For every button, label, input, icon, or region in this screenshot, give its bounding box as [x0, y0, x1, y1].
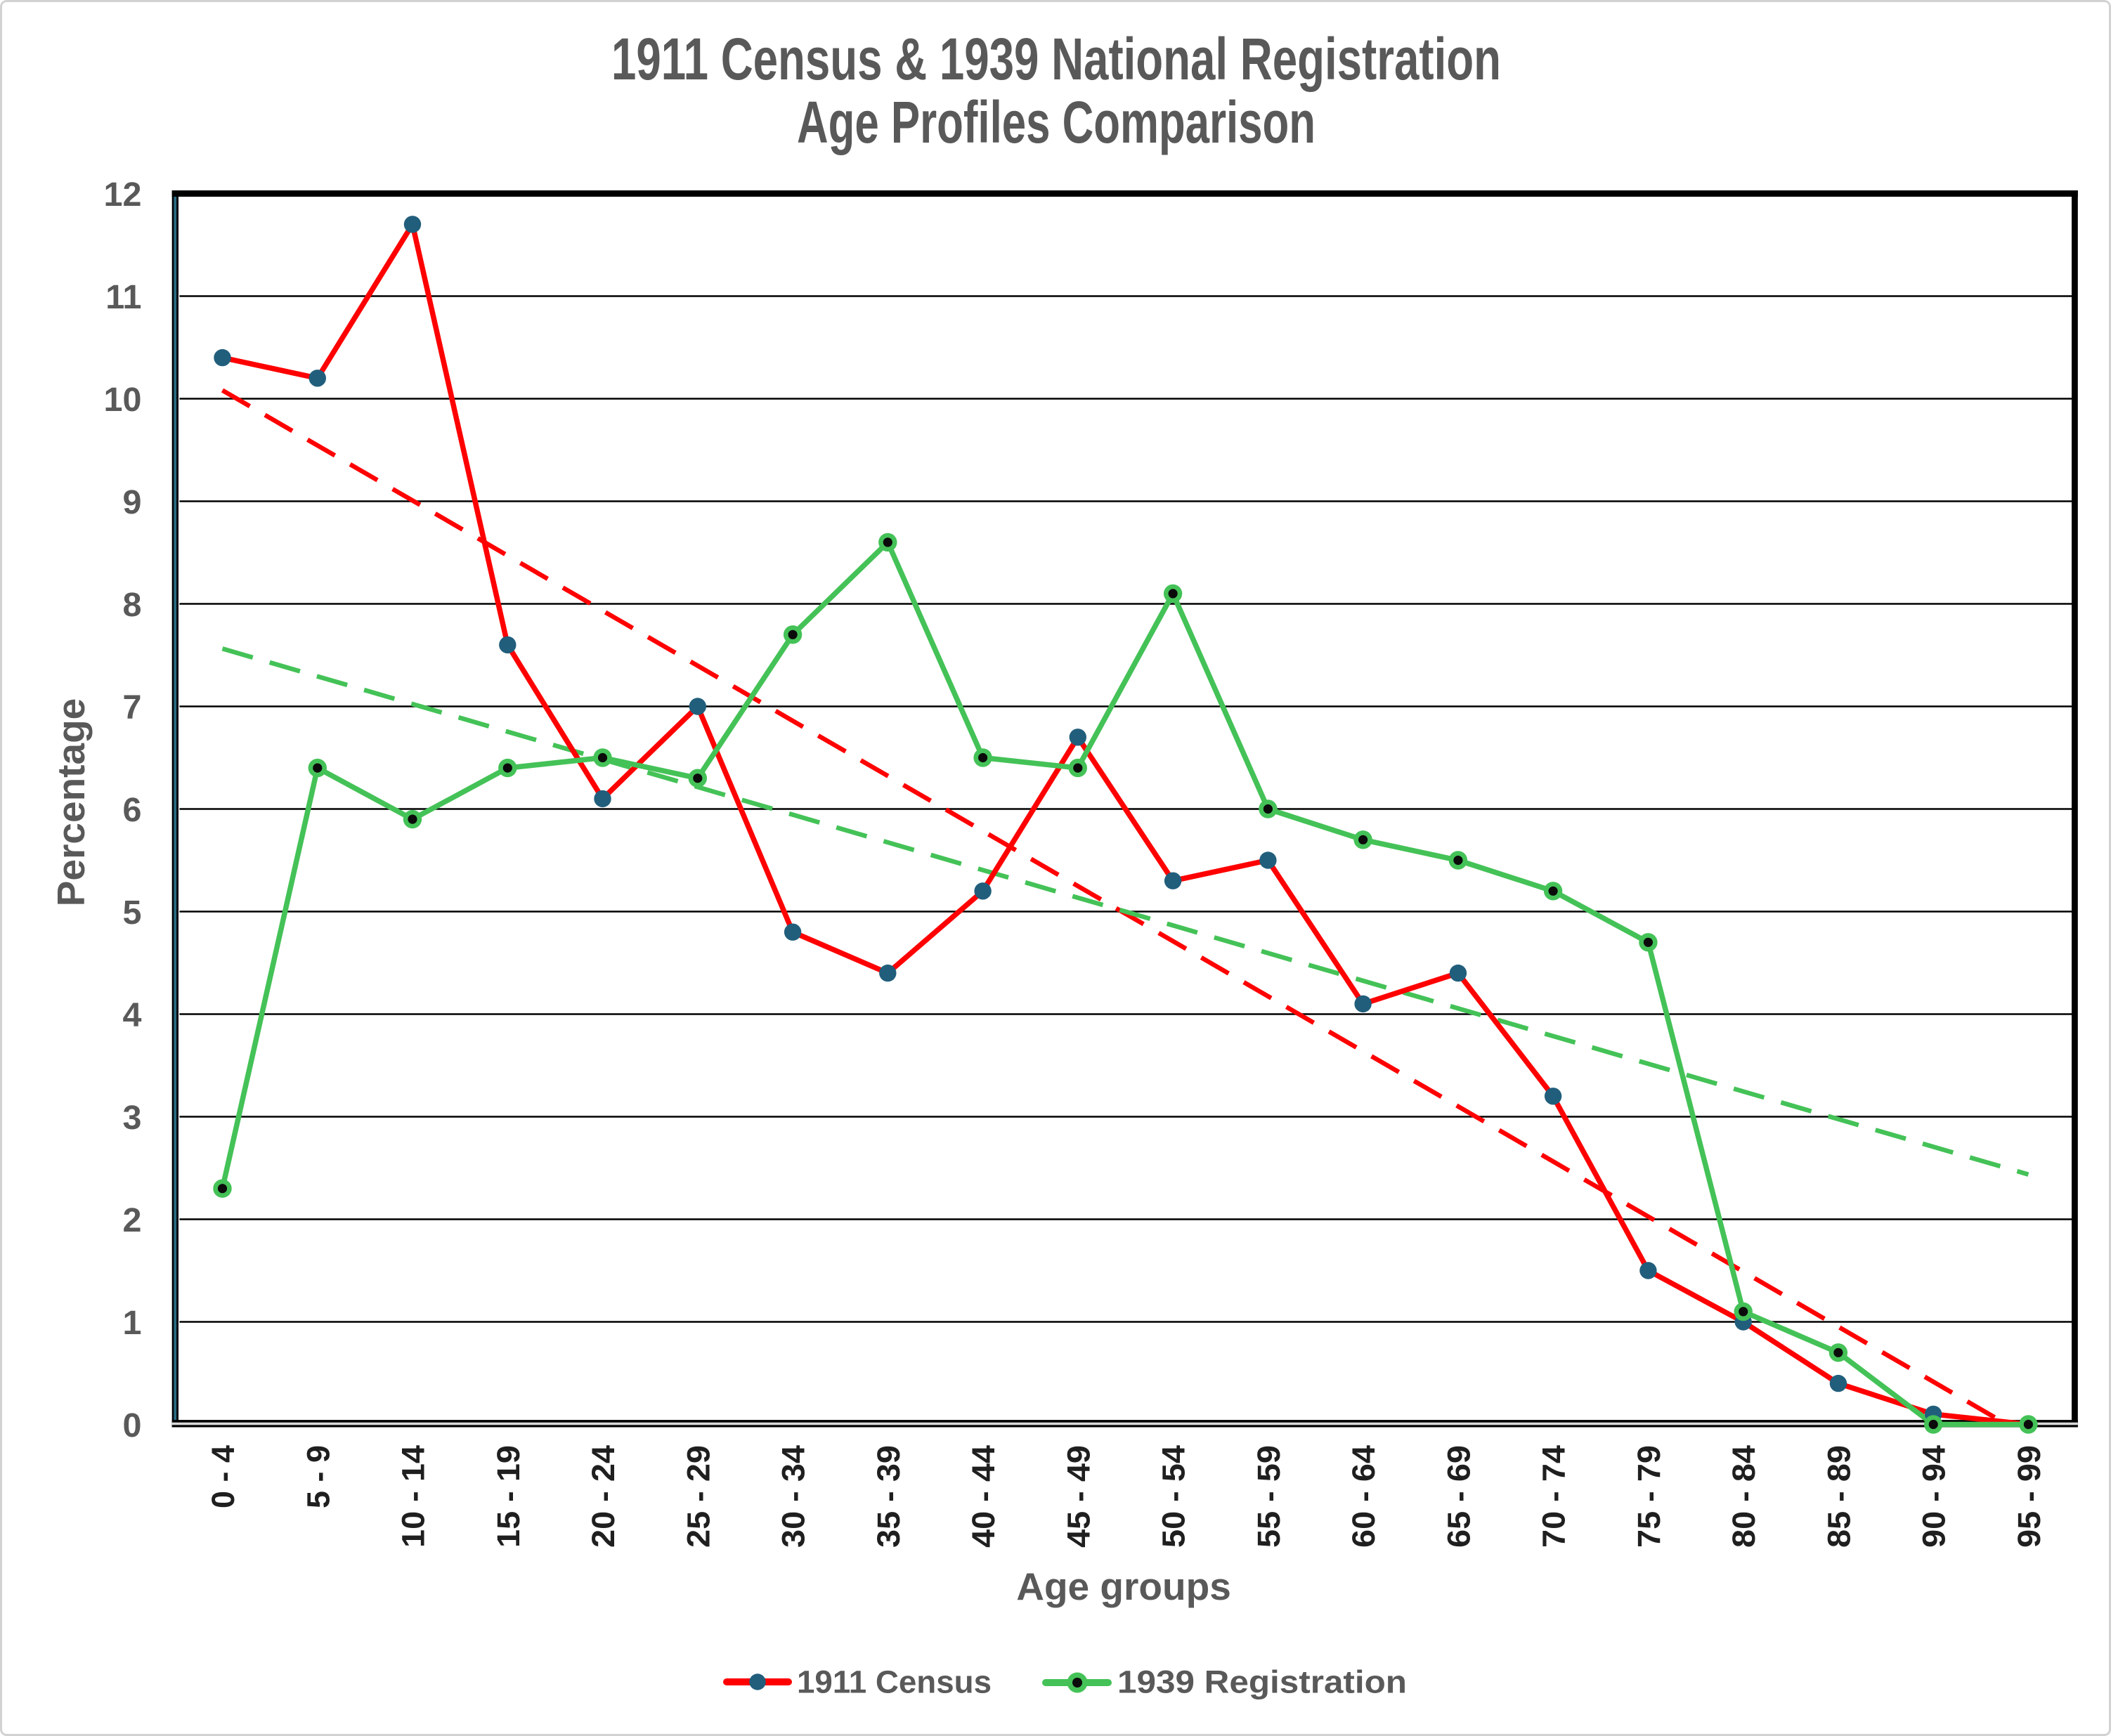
svg-text:65 - 69: 65 - 69	[1441, 1445, 1476, 1548]
svg-text:11: 11	[105, 278, 141, 316]
svg-text:1911 Census & 1939 National Re: 1911 Census & 1939 National Registration	[611, 26, 1501, 92]
svg-text:1911 Census: 1911 Census	[797, 1664, 992, 1700]
svg-text:70 - 74: 70 - 74	[1536, 1445, 1572, 1548]
svg-text:40 - 44: 40 - 44	[966, 1445, 1001, 1548]
svg-text:30 - 34: 30 - 34	[776, 1445, 812, 1548]
svg-text:Percentage: Percentage	[49, 698, 93, 907]
svg-text:5 - 9: 5 - 9	[300, 1445, 336, 1508]
svg-text:Age groups: Age groups	[1016, 1565, 1231, 1608]
svg-text:2: 2	[123, 1201, 142, 1239]
svg-text:90 - 94: 90 - 94	[1916, 1445, 1952, 1548]
svg-text:35 - 39: 35 - 39	[871, 1445, 907, 1548]
svg-text:5: 5	[123, 894, 142, 932]
svg-text:1: 1	[123, 1304, 142, 1342]
svg-text:0 - 4: 0 - 4	[205, 1445, 241, 1508]
svg-text:60 - 64: 60 - 64	[1346, 1445, 1382, 1548]
svg-text:15 - 19: 15 - 19	[491, 1445, 526, 1548]
svg-text:10 - 14: 10 - 14	[396, 1445, 431, 1548]
svg-text:0: 0	[123, 1407, 142, 1444]
svg-text:7: 7	[123, 688, 142, 726]
svg-text:50 - 54: 50 - 54	[1156, 1445, 1192, 1548]
svg-text:95 - 99: 95 - 99	[2011, 1445, 2047, 1548]
svg-text:12: 12	[104, 176, 142, 214]
svg-text:80 - 84: 80 - 84	[1726, 1445, 1762, 1548]
svg-text:Age Profiles Comparison: Age Profiles Comparison	[797, 89, 1316, 155]
svg-text:55 - 59: 55 - 59	[1251, 1445, 1287, 1548]
svg-text:75 - 79: 75 - 79	[1631, 1445, 1667, 1548]
svg-text:45 - 49: 45 - 49	[1060, 1445, 1096, 1548]
svg-text:8: 8	[123, 586, 142, 624]
svg-text:6: 6	[123, 791, 142, 829]
svg-text:25 - 29: 25 - 29	[680, 1445, 716, 1548]
svg-text:9: 9	[123, 483, 142, 521]
svg-text:1939 Registration: 1939 Registration	[1117, 1664, 1407, 1700]
svg-text:85 - 89: 85 - 89	[1821, 1445, 1857, 1548]
svg-text:10: 10	[104, 381, 142, 419]
svg-text:4: 4	[123, 996, 142, 1034]
svg-text:20 - 24: 20 - 24	[585, 1445, 621, 1548]
svg-text:3: 3	[123, 1099, 142, 1137]
